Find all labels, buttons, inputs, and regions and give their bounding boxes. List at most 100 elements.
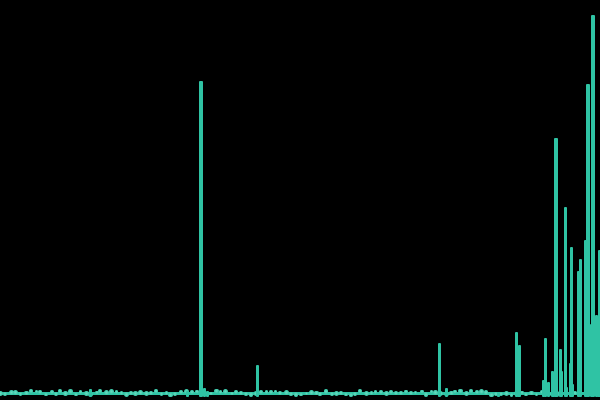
stem xyxy=(576,271,580,397)
baseline-noise-dot xyxy=(344,392,349,397)
baseline-noise-dot xyxy=(173,391,178,396)
baseline-noise-dot xyxy=(498,391,504,397)
baseline-noise-dot xyxy=(413,391,417,395)
baseline-noise-dot xyxy=(353,392,358,397)
baseline-noise-dot xyxy=(323,389,329,394)
baseline-noise-dot xyxy=(49,389,54,394)
data-point-marker xyxy=(513,329,520,336)
stem xyxy=(570,384,574,397)
baseline-noise-dot xyxy=(243,391,248,396)
baseline-noise-dot xyxy=(24,390,29,396)
baseline-noise-dot xyxy=(269,389,274,394)
baseline-noise-dot xyxy=(123,392,129,398)
baseline-noise-dot xyxy=(264,390,269,395)
baseline-noise-dot xyxy=(509,393,514,397)
data-point-marker xyxy=(596,247,600,254)
stem xyxy=(591,15,595,397)
data-point-marker xyxy=(87,386,93,392)
baseline-noise-dot xyxy=(573,391,577,395)
data-point-marker xyxy=(567,360,574,367)
stem xyxy=(255,365,259,397)
baseline-noise-dot xyxy=(479,389,485,395)
baseline-noise-dot xyxy=(493,392,498,397)
data-point-marker xyxy=(585,81,592,88)
stem xyxy=(199,81,203,397)
stem xyxy=(444,388,448,397)
stem xyxy=(597,250,600,397)
stem xyxy=(205,391,209,397)
stem xyxy=(563,207,567,397)
baseline-noise-dot xyxy=(18,392,23,396)
baseline-noise-dot xyxy=(420,389,424,394)
baseline-noise-dot xyxy=(34,389,38,393)
stem xyxy=(496,392,500,397)
baseline-noise-dot xyxy=(338,391,343,396)
data-point-marker xyxy=(553,135,560,142)
baseline-noise-dot xyxy=(108,388,114,394)
baseline-noise-dot xyxy=(68,389,73,395)
baseline-noise-dot xyxy=(523,392,528,397)
data-point-marker xyxy=(588,321,595,328)
stem xyxy=(551,377,555,397)
baseline-noise-dot xyxy=(283,390,289,396)
baseline-noise-dot xyxy=(238,390,243,395)
stem xyxy=(564,387,568,397)
data-point-marker xyxy=(550,374,556,380)
data-point-marker xyxy=(204,388,210,394)
baseline-noise-dot xyxy=(299,392,303,397)
baseline-noise-dot xyxy=(334,391,340,396)
stem xyxy=(586,84,590,397)
data-point-marker xyxy=(563,384,569,390)
stem xyxy=(569,247,573,397)
stem xyxy=(88,389,92,397)
data-point-marker xyxy=(198,78,205,85)
baseline-noise-dot xyxy=(449,391,454,396)
data-point-marker xyxy=(590,12,597,19)
baseline-noise-dot xyxy=(209,391,213,396)
baseline-noise-dot xyxy=(222,388,229,394)
stem xyxy=(541,380,545,397)
data-point-marker xyxy=(582,237,589,244)
baseline-noise-dot xyxy=(189,390,194,395)
data-point-marker xyxy=(568,244,575,251)
baseline-noise-dot xyxy=(179,389,184,394)
baseline-noise-dot xyxy=(164,391,169,395)
data-point-marker xyxy=(595,385,600,391)
baseline-noise-dot xyxy=(453,390,457,394)
baseline-noise-dot xyxy=(3,391,8,396)
baseline-noise-dot xyxy=(38,390,42,394)
baseline-noise-dot xyxy=(468,389,473,394)
stem xyxy=(554,138,558,397)
baseline-noise-dot xyxy=(304,391,309,396)
baseline-noise-dot xyxy=(74,392,78,397)
baseline-noise-dot xyxy=(28,388,34,394)
baseline-noise-dot xyxy=(218,390,223,395)
baseline-noise-dot xyxy=(308,389,314,396)
baseline-noise-dot xyxy=(474,389,479,395)
baseline-noise-dot xyxy=(423,392,428,397)
baseline-noise-dot xyxy=(278,391,283,396)
stem xyxy=(559,371,563,397)
data-point-marker xyxy=(557,346,564,353)
baseline-noise-dot xyxy=(489,392,494,397)
baseline-noise-dot xyxy=(8,389,14,395)
baseline-noise-dot xyxy=(458,388,463,394)
data-point-marker xyxy=(593,312,600,319)
baseline-noise-dot xyxy=(248,392,253,397)
baseline-noise-dot xyxy=(404,389,408,394)
data-point-marker xyxy=(495,389,501,395)
baseline-noise-dot xyxy=(168,392,173,398)
baseline-noise-dot xyxy=(314,390,320,396)
baseline-noise-dot xyxy=(433,390,438,395)
baseline-noise-dot xyxy=(160,392,164,396)
baseline-noise-dot xyxy=(273,389,278,394)
baseline-noise-dot xyxy=(194,389,199,394)
data-point-marker xyxy=(562,204,569,211)
stem xyxy=(546,382,550,397)
stem xyxy=(578,259,582,397)
baseline-noise-dot xyxy=(398,390,403,395)
data-point-marker xyxy=(558,368,564,374)
baseline-noise-dot xyxy=(53,392,58,397)
data-point-marker xyxy=(184,388,190,394)
baseline-noise-dot xyxy=(534,392,539,397)
